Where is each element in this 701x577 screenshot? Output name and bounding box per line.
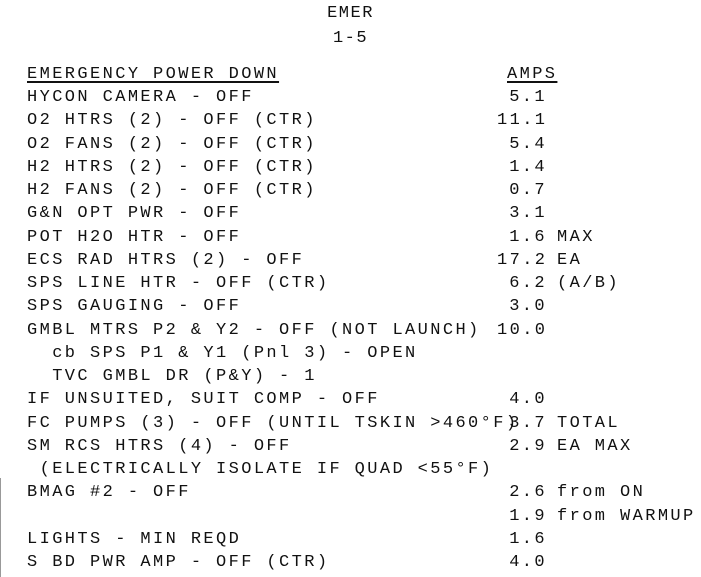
amps-cell: 1.9 from WARMUP bbox=[497, 505, 696, 528]
amps-cell: 11.1 bbox=[497, 109, 557, 132]
checklist-item: H2 HTRS (2) - OFF (CTR) bbox=[27, 157, 317, 177]
amps-value: 5.1 bbox=[509, 88, 547, 107]
amps-cell: 5.1 bbox=[497, 86, 557, 109]
amps-value: 1.6 bbox=[509, 529, 547, 549]
checklist-item: FC PUMPS (3) - OFF (UNTIL TSKIN >460°F) bbox=[27, 413, 519, 433]
amps-cell: 3.0 bbox=[497, 295, 557, 318]
checklist-item: HYCON CAMERA - OFF bbox=[27, 88, 254, 107]
checklist-item: O2 HTRS (2) - OFF (CTR) bbox=[27, 111, 317, 131]
checklist-item: POT H2O HTR - OFF bbox=[27, 227, 242, 247]
amps-value: 10.0 bbox=[497, 320, 548, 340]
amps-cell: 6.2 (A/B) bbox=[497, 272, 620, 295]
amps-value: 11.1 bbox=[497, 111, 548, 131]
amps-cell bbox=[497, 365, 557, 388]
amps-cell: 4.0 bbox=[497, 388, 557, 411]
amps-value: 6.2 bbox=[509, 274, 547, 293]
amps-cell: 17.2 EA bbox=[497, 249, 582, 272]
amps-value: 2.6 bbox=[509, 483, 547, 503]
amps-note: EA bbox=[557, 250, 583, 270]
amps-cell: 3.1 bbox=[497, 202, 557, 225]
amps-value: 2.9 bbox=[509, 436, 547, 456]
amps-note: from WARMUP bbox=[557, 506, 696, 526]
amps-cell: 2.6 from ON bbox=[497, 481, 645, 504]
amps-value: 1.6 bbox=[509, 227, 547, 247]
checklist-item: cb SPS P1 & Y1 (Pnl 3) - OPEN bbox=[27, 343, 418, 363]
amps-cell: 1.6 bbox=[497, 528, 557, 551]
amps-cell bbox=[497, 342, 557, 365]
checklist-item: SM RCS HTRS (4) - OFF bbox=[27, 436, 292, 456]
amps-cell: 1.4 bbox=[497, 156, 557, 179]
checklist-item: ECS RAD HTRS (2) - OFF bbox=[27, 250, 305, 270]
checklist-item: SPS GAUGING - OFF bbox=[27, 297, 242, 317]
checklist-item: H2 FANS (2) - OFF (CTR) bbox=[27, 181, 317, 200]
amps-note: from ON bbox=[557, 483, 646, 503]
amps-value: 3.0 bbox=[509, 297, 547, 317]
amps-value: 0.7 bbox=[509, 181, 547, 200]
amps-value: 4.0 bbox=[509, 553, 547, 572]
checklist-item: G&N OPT PWR - OFF bbox=[27, 204, 242, 224]
amps-note: EA MAX bbox=[557, 436, 633, 456]
checklist-item: TVC GMBL DR (P&Y) - 1 bbox=[27, 367, 317, 386]
checklist-item: BMAG #2 - OFF bbox=[27, 483, 191, 503]
amps-value: 3.1 bbox=[509, 204, 547, 224]
amps-value: 1.4 bbox=[509, 157, 547, 177]
checklist-item: LIGHTS - MIN REQD bbox=[27, 529, 242, 549]
checklist-item: O2 FANS (2) - OFF (CTR) bbox=[27, 134, 317, 154]
amps-value: 3.7 bbox=[509, 413, 547, 433]
amps-value: 1.9 bbox=[509, 506, 547, 526]
amps-cell: 1.6 MAX bbox=[497, 226, 595, 249]
checklist-item: GMBL MTRS P2 & Y2 - OFF (NOT LAUNCH) bbox=[27, 320, 481, 340]
amps-value: 5.4 bbox=[509, 134, 547, 154]
checklist-item: SPS LINE HTR - OFF (CTR) bbox=[27, 274, 330, 293]
amps-cell: 3.7 TOTAL bbox=[497, 412, 620, 435]
amps-header: AMPS bbox=[507, 65, 558, 84]
checklist-item: IF UNSUITED, SUIT COMP - OFF bbox=[27, 390, 380, 410]
amps-cell bbox=[497, 458, 557, 481]
amps-cell: 0.7 bbox=[497, 179, 557, 202]
table-title: EMERGENCY POWER DOWN bbox=[27, 65, 280, 84]
amps-note: TOTAL bbox=[557, 413, 621, 433]
amps-cell: 4.0 bbox=[497, 551, 557, 574]
checklist-item: (ELECTRICALLY ISOLATE IF QUAD <55°F) bbox=[27, 460, 494, 479]
amps-cell: 2.9 EA MAX bbox=[497, 435, 633, 458]
amps-cell: 5.4 bbox=[497, 133, 557, 156]
margin-line bbox=[0, 478, 1, 577]
page-number: 1-5 bbox=[332, 29, 369, 48]
amps-cell: 10.0 bbox=[497, 319, 557, 342]
checklist-item: S BD PWR AMP - OFF (CTR) bbox=[27, 553, 330, 572]
amps-note: (A/B) bbox=[557, 274, 621, 293]
amps-value: 17.2 bbox=[497, 250, 548, 270]
amps-value: 4.0 bbox=[509, 390, 547, 410]
amps-note: MAX bbox=[557, 227, 595, 247]
section-label: EMER bbox=[327, 4, 374, 23]
